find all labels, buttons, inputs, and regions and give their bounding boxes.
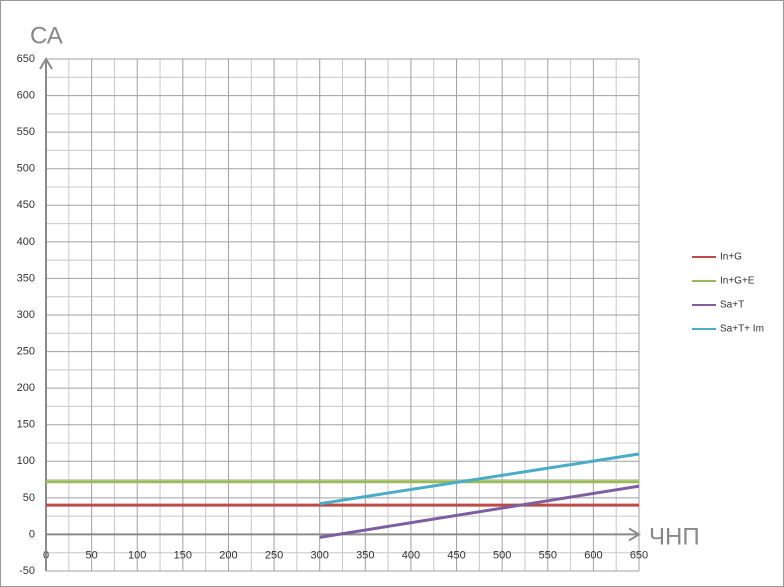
- x-axis-arrow: [628, 527, 641, 542]
- series-line: [319, 484, 640, 539]
- y-tick-label: 650: [17, 53, 35, 65]
- x-tick-label: 350: [356, 549, 374, 561]
- legend-label: In+G+E: [720, 276, 755, 287]
- x-tick-label: 250: [265, 549, 283, 561]
- y-tick-label: 300: [17, 309, 35, 321]
- x-tick-label: 450: [447, 549, 465, 561]
- x-tick-label: 150: [174, 549, 192, 561]
- y-tick-label: 500: [17, 163, 35, 175]
- y-tick-label: 50: [23, 492, 35, 504]
- x-tick-label: 100: [128, 549, 146, 561]
- y-tick-label: 550: [17, 126, 35, 138]
- y-tick-label: 250: [17, 345, 35, 357]
- x-tick-label: 50: [85, 549, 97, 561]
- y-tick-label: 400: [17, 236, 35, 248]
- legend-label: Sa+T: [720, 300, 744, 311]
- y-tick-label: 150: [17, 419, 35, 431]
- y-axis-arrow: [39, 57, 53, 70]
- y-tick-label: 0: [29, 528, 35, 540]
- x-tick-label: 300: [311, 549, 329, 561]
- x-tick-label: 400: [402, 549, 420, 561]
- x-tick-label: 550: [539, 549, 557, 561]
- y-tick-label: 600: [17, 89, 35, 101]
- y-tick-label: 450: [17, 199, 35, 211]
- x-tick-label: 200: [219, 549, 237, 561]
- x-tick-label: 500: [493, 549, 511, 561]
- y-tick-label: -50: [19, 565, 35, 577]
- y-tick-label: 100: [17, 455, 35, 467]
- legend-label: In+G: [720, 252, 742, 263]
- legend-label: Sa+T+ Im: [720, 324, 764, 335]
- y-tick-label: 350: [17, 272, 35, 284]
- y-axis-title: СА: [30, 22, 63, 49]
- x-tick-label: 600: [584, 549, 602, 561]
- series-line: [319, 452, 640, 506]
- y-tick-label: 200: [17, 382, 35, 394]
- x-tick-label: 650: [630, 549, 648, 561]
- x-axis-title: ЧНП: [649, 523, 700, 550]
